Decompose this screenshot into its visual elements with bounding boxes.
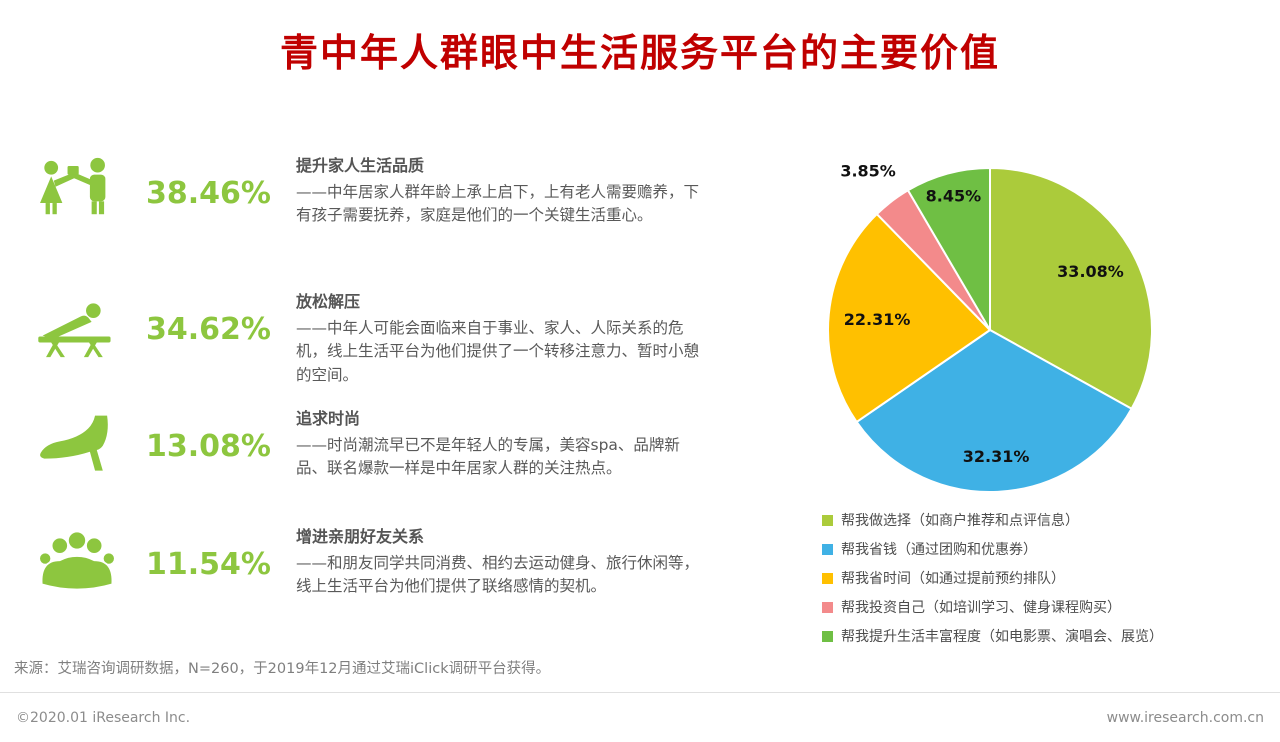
value-percent: 13.08% (146, 429, 271, 464)
value-text: 增进亲朋好友关系 ——和朋友同学共同消费、相约去运动健身、旅行休闲等，线上生活平… (296, 523, 710, 599)
value-description: ——时尚潮流早已不是年轻人的专属，美容spa、品牌新品、联名爆款一样是中年居家人… (296, 436, 680, 478)
value-text: 放松解压 ——中年人可能会面临来自于事业、家人、人际关系的危机，线上生活平台为他… (296, 288, 710, 387)
legend-label: 帮我提升生活丰富程度（如电影票、演唱会、展览） (841, 629, 1163, 645)
value-heading: 增进亲朋好友关系 (296, 527, 425, 546)
value-heading: 追求时尚 (296, 409, 361, 428)
legend-label: 帮我做选择（如商户推荐和点评信息） (841, 513, 1079, 529)
legend-swatch (822, 601, 833, 613)
pie-slice (827, 213, 991, 423)
pie-slice (855, 329, 1133, 493)
source-note: 来源：艾瑞咨询调研数据，N=260，于2019年12月通过艾瑞iClick调研平… (14, 661, 551, 677)
value-heading: 放松解压 (296, 292, 361, 311)
legend-item: 帮我省钱（通过团购和优惠券） (822, 539, 1163, 559)
relax-lounge-icon (34, 292, 146, 362)
value-description: ——中年居家人群年龄上承上启下，上有老人需要赡养，下有孩子需要抚养，家庭是他们的… (296, 183, 700, 225)
legend-swatch (822, 543, 833, 555)
website-link[interactable]: www.iresearch.com.cn (1106, 709, 1264, 726)
value-item: 38.46% 提升家人生活品质 ——中年居家人群年龄上承上启下，上有老人需要赡养… (34, 152, 710, 228)
value-items: 38.46% 提升家人生活品质 ——中年居家人群年龄上承上启下，上有老人需要赡养… (34, 152, 710, 652)
value-description: ——中年人可能会面临来自于事业、家人、人际关系的危机，线上生活平台为他们提供了一… (296, 319, 700, 384)
value-item: 11.54% 增进亲朋好友关系 ——和朋友同学共同消费、相约去运动健身、旅行休闲… (34, 523, 710, 599)
legend-swatch (822, 572, 833, 584)
copyright-text: ©2020.01 iResearch Inc. (16, 709, 191, 726)
pie-slice-label: 3.85% (840, 161, 896, 180)
value-percent: 38.46% (146, 176, 271, 211)
legend-item: 帮我省时间（如通过提前预约排队） (822, 568, 1163, 588)
legend-label: 帮我投资自己（如培训学习、健身课程购买） (841, 600, 1121, 616)
pie-slice-label: 32.31% (963, 447, 1030, 466)
value-percent: 11.54% (146, 547, 271, 582)
page-footer: ©2020.01 iResearch Inc. www.iresearch.co… (0, 692, 1280, 742)
value-percent: 34.62% (146, 312, 271, 347)
pie-slice-label: 8.45% (926, 187, 982, 206)
legend-label: 帮我省钱（通过团购和优惠券） (841, 542, 1037, 558)
legend-item: 帮我做选择（如商户推荐和点评信息） (822, 510, 1163, 530)
value-item: 13.08% 追求时尚 ——时尚潮流早已不是年轻人的专属，美容spa、品牌新品、… (34, 405, 710, 481)
legend-item: 帮我提升生活丰富程度（如电影票、演唱会、展览） (822, 626, 1163, 646)
pie-chart-svg: 33.08% 32.31% 22.31% 3.85% 8.45% (827, 161, 1153, 493)
friends-group-icon (34, 527, 146, 597)
page-title: 青中年人群眼中生活服务平台的主要价值 (279, 31, 1000, 75)
value-text: 追求时尚 ——时尚潮流早已不是年轻人的专属，美容spa、品牌新品、联名爆款一样是… (296, 405, 710, 481)
legend-label: 帮我省时间（如通过提前预约排队） (841, 571, 1065, 587)
value-heading: 提升家人生活品质 (296, 156, 425, 175)
high-heel-icon (34, 409, 146, 479)
value-text: 提升家人生活品质 ——中年居家人群年龄上承上启下，上有老人需要赡养，下有孩子需要… (296, 152, 710, 228)
value-description: ——和朋友同学共同消费、相约去运动健身、旅行休闲等，线上生活平台为他们提供了联络… (296, 554, 700, 596)
pie-legend: 帮我做选择（如商户推荐和点评信息） 帮我省钱（通过团购和优惠券） 帮我省时间（如… (822, 510, 1163, 646)
legend-swatch (822, 630, 833, 642)
legend-swatch (822, 514, 833, 526)
value-item: 34.62% 放松解压 ——中年人可能会面临来自于事业、家人、人际关系的危机，线… (34, 288, 710, 387)
pie-chart: 33.08% 32.31% 22.31% 3.85% 8.45% (800, 140, 1190, 530)
legend-item: 帮我投资自己（如培训学习、健身课程购买） (822, 597, 1163, 617)
pie-slice-label: 22.31% (844, 310, 911, 329)
family-gift-icon (34, 156, 146, 226)
pie-slice (989, 167, 1153, 410)
pie-slice (906, 167, 991, 331)
pie-slice-label: 33.08% (1057, 262, 1124, 281)
